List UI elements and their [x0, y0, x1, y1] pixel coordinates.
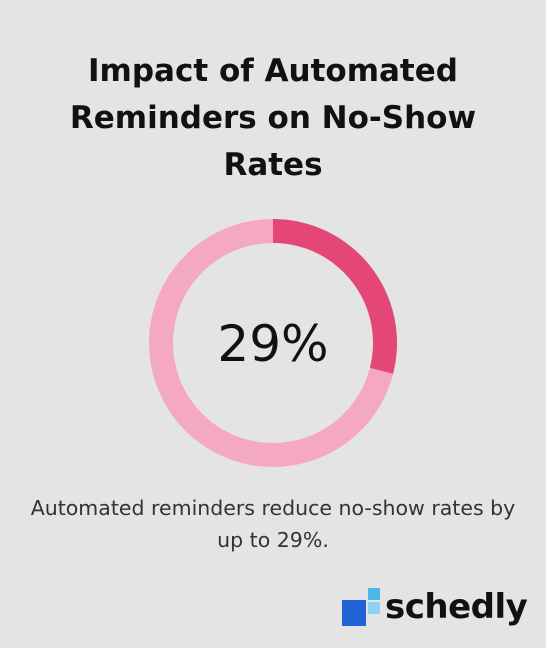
center-value-label: 29% [217, 315, 328, 373]
chart-title: Impact of Automated Reminders on No-Show… [69, 53, 477, 183]
schedly-logo-text: schedly [385, 587, 528, 627]
schedly-logo: schedly [342, 586, 528, 628]
donut-svg: 29% [149, 219, 397, 467]
chart-caption: Automated reminders reduce no-show rates… [30, 496, 516, 552]
schedly-logo-icon [342, 588, 380, 626]
donut-slice-0 [273, 219, 397, 374]
donut-chart: 29% [149, 219, 397, 467]
